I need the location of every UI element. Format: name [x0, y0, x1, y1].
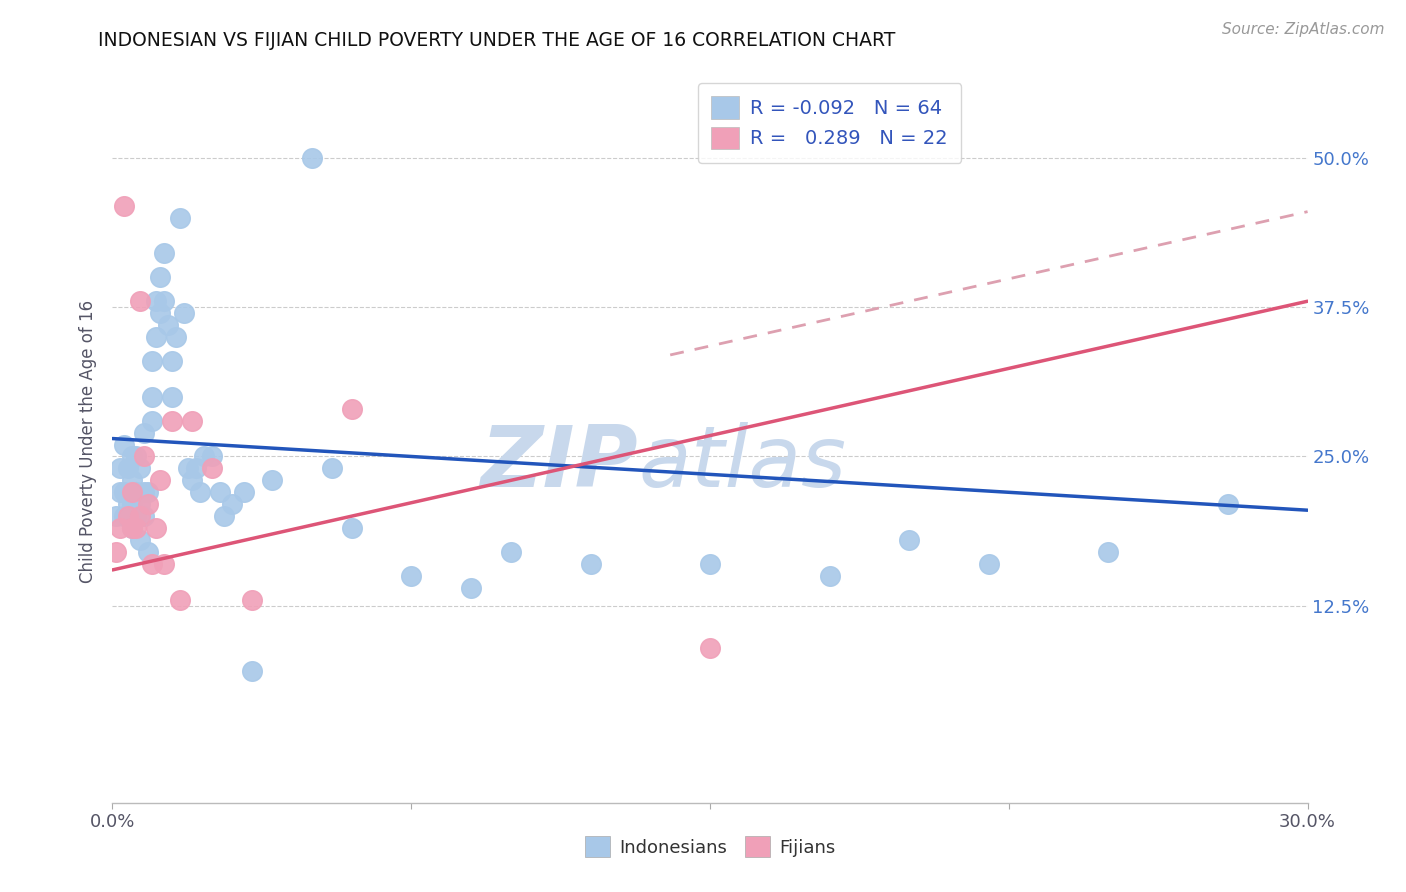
Point: [125, 485, 148, 500]
Point: [129, 533, 152, 547]
Point: [699, 640, 721, 655]
Point: [1216, 497, 1239, 511]
Point: [818, 569, 841, 583]
Point: [149, 306, 172, 320]
Point: [114, 437, 135, 451]
Point: [125, 450, 148, 464]
Point: [240, 592, 263, 607]
Point: [134, 425, 156, 440]
Point: [134, 450, 156, 464]
Point: [193, 450, 215, 464]
Point: [117, 461, 139, 475]
Point: [169, 211, 191, 225]
Point: [177, 461, 200, 475]
Point: [141, 414, 163, 428]
Point: [129, 294, 152, 309]
Legend: Indonesians, Fijians: Indonesians, Fijians: [575, 827, 845, 866]
Point: [499, 545, 522, 559]
Point: [145, 521, 167, 535]
Point: [165, 330, 187, 344]
Point: [129, 461, 152, 475]
Point: [460, 581, 482, 595]
Point: [117, 509, 139, 524]
Point: [134, 485, 156, 500]
Point: [169, 592, 191, 607]
Point: [186, 461, 208, 475]
Point: [145, 330, 167, 344]
Point: [162, 414, 183, 428]
Point: [121, 521, 143, 535]
Point: [145, 294, 167, 309]
Point: [221, 497, 243, 511]
Point: [121, 450, 143, 464]
Point: [699, 557, 721, 571]
Point: [162, 390, 183, 404]
Text: atlas: atlas: [638, 422, 846, 505]
Point: [401, 569, 423, 583]
Text: ZIP: ZIP: [481, 422, 638, 505]
Point: [149, 474, 172, 488]
Point: [149, 270, 172, 285]
Text: INDONESIAN VS FIJIAN CHILD POVERTY UNDER THE AGE OF 16 CORRELATION CHART: INDONESIAN VS FIJIAN CHILD POVERTY UNDER…: [98, 31, 896, 50]
Text: Source: ZipAtlas.com: Source: ZipAtlas.com: [1222, 22, 1385, 37]
Point: [117, 509, 139, 524]
Point: [114, 509, 135, 524]
Point: [162, 354, 183, 368]
Point: [212, 509, 235, 524]
Point: [121, 485, 143, 500]
Point: [1097, 545, 1119, 559]
Point: [153, 246, 176, 260]
Point: [240, 665, 263, 679]
Point: [157, 318, 180, 332]
Point: [125, 521, 148, 535]
Point: [121, 521, 143, 535]
Point: [141, 354, 163, 368]
Point: [138, 497, 160, 511]
Point: [138, 545, 160, 559]
Point: [977, 557, 1000, 571]
Point: [153, 557, 176, 571]
Point: [141, 557, 163, 571]
Point: [188, 485, 211, 500]
Point: [201, 461, 224, 475]
Point: [110, 521, 132, 535]
Point: [340, 401, 363, 416]
Point: [134, 509, 156, 524]
Point: [340, 521, 363, 535]
Point: [153, 294, 176, 309]
Point: [129, 497, 152, 511]
Point: [110, 485, 132, 500]
Point: [173, 306, 195, 320]
Point: [260, 474, 283, 488]
Point: [114, 485, 135, 500]
Point: [117, 497, 139, 511]
Point: [233, 485, 256, 500]
Point: [301, 151, 323, 165]
Point: [201, 450, 224, 464]
Point: [121, 474, 143, 488]
Point: [579, 557, 602, 571]
Point: [129, 509, 152, 524]
Point: [209, 485, 232, 500]
Point: [138, 485, 160, 500]
Point: [105, 545, 128, 559]
Point: [181, 474, 204, 488]
Point: [125, 509, 148, 524]
Y-axis label: Child Poverty Under the Age of 16: Child Poverty Under the Age of 16: [79, 300, 97, 583]
Point: [898, 533, 921, 547]
Point: [114, 199, 135, 213]
Point: [181, 414, 204, 428]
Point: [141, 390, 163, 404]
Point: [321, 461, 343, 475]
Point: [105, 509, 128, 524]
Point: [110, 461, 132, 475]
Point: [121, 497, 143, 511]
